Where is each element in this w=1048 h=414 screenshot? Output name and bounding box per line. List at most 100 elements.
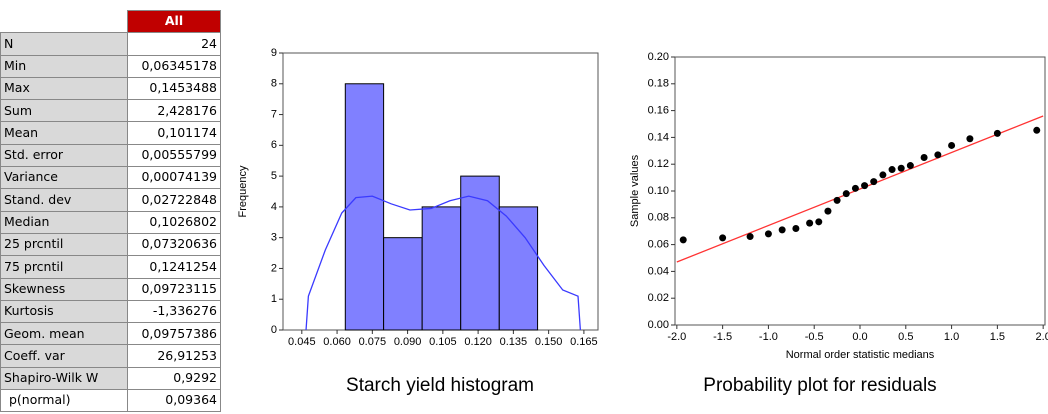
- x-tick-label: 0.105: [429, 336, 457, 348]
- x-tick-label: 0.075: [359, 336, 387, 348]
- x-tick-label: -0.5: [805, 331, 824, 343]
- point: [824, 207, 832, 215]
- x-tick-label: 0.045: [288, 336, 316, 348]
- y-tick-label: 5: [271, 170, 277, 182]
- stat-value: 0,1241254: [127, 255, 221, 279]
- stats-row: Stand. dev 0,02722848: [0, 188, 221, 212]
- x-tick-label: 0.120: [464, 336, 492, 348]
- stats-row: Geom. mean 0,09757386: [0, 322, 221, 346]
- y-axis-label: Frequency: [237, 165, 249, 217]
- point: [842, 190, 850, 198]
- point: [792, 225, 800, 233]
- chart-title: Probability plot for residuals: [703, 375, 936, 396]
- stats-row: 75 prcntil 0,1241254: [0, 255, 221, 279]
- stat-name: Max: [0, 76, 128, 101]
- density-curve: [305, 195, 582, 331]
- x-tick-label: 0.0: [852, 331, 867, 343]
- point: [815, 218, 823, 226]
- stats-row: Std. error 0,00555799: [0, 143, 221, 168]
- fit-line: [676, 115, 1044, 263]
- stat-name: N: [0, 32, 128, 56]
- stat-name: Kurtosis: [0, 299, 128, 324]
- stats-row: Shapiro-Wilk W 0,9292: [0, 366, 221, 391]
- stats-row: Median 0,1026802: [0, 210, 221, 234]
- point: [906, 162, 914, 170]
- stats-row: Variance 0,00074139: [0, 166, 221, 190]
- y-tick-label: 0.12: [648, 158, 669, 170]
- x-tick-label: -1.0: [759, 331, 778, 343]
- column-header: All: [127, 9, 221, 34]
- point: [897, 164, 905, 172]
- point: [888, 166, 896, 174]
- stat-name: Std. error: [0, 143, 128, 168]
- bar: [383, 237, 423, 331]
- point: [833, 196, 841, 204]
- stats-row: p(normal) 0,09364: [0, 389, 221, 413]
- stats-row: Sum 2,428176: [0, 99, 221, 123]
- stat-name: p(normal): [0, 389, 128, 413]
- stat-value: 0,02722848: [127, 188, 221, 212]
- stats-table: All N 24 Min 0,06345178 Max 0,1453488 Sum 2,428…: [0, 9, 221, 413]
- stat-name: Skewness: [0, 277, 128, 301]
- y-tick-label: 0.08: [648, 212, 669, 224]
- bar: [344, 83, 385, 331]
- y-tick-label: 0.04: [648, 265, 669, 277]
- stats-row: 25 prcntil 0,07320636: [0, 232, 221, 257]
- point: [879, 171, 887, 179]
- point: [920, 154, 928, 161]
- stats-row: Max 0,1453488: [0, 76, 221, 101]
- x-tick-label: 0.150: [535, 336, 563, 348]
- stat-name: 25 prcntil: [0, 232, 128, 257]
- bar: [460, 175, 500, 331]
- y-axis-label: Sample values: [629, 154, 641, 227]
- x-tick-label: -2.0: [667, 331, 686, 343]
- stats-row: Min 0,06345178: [0, 54, 221, 78]
- stat-value: 0,00555799: [127, 143, 221, 168]
- y-tick-label: 7: [271, 108, 277, 120]
- y-tick-label: 2: [271, 262, 277, 274]
- stat-name: Mean: [0, 121, 128, 145]
- stat-value: -1,336276: [127, 299, 221, 324]
- stat-name: Sum: [0, 99, 128, 123]
- x-tick-label: 0.060: [323, 336, 351, 348]
- point: [1033, 126, 1041, 134]
- stat-value: 0,09364: [127, 389, 221, 413]
- stat-name: Variance: [0, 166, 128, 190]
- stat-name: Geom. mean: [0, 322, 128, 346]
- point: [764, 230, 772, 238]
- x-tick-label: 1.5: [990, 331, 1005, 343]
- header-row: All: [1, 9, 221, 34]
- bar: [421, 206, 462, 331]
- y-tick-label: 0.16: [648, 105, 669, 117]
- y-tick-label: 0.10: [648, 185, 669, 197]
- y-tick-label: 4: [271, 201, 277, 213]
- stat-value: 0,1453488: [127, 76, 221, 101]
- y-tick-label: 0.20: [648, 51, 669, 63]
- stat-value: 0,07320636: [127, 232, 221, 257]
- x-tick-label: 0.090: [394, 336, 422, 348]
- x-tick-label: -1.5: [713, 331, 732, 343]
- plot-frame: [674, 56, 1046, 326]
- y-tick-label: 0.06: [648, 239, 669, 251]
- point: [870, 178, 878, 186]
- point: [719, 234, 727, 242]
- stat-value: 0,9292: [127, 366, 221, 391]
- chart-title: Starch yield histogram: [346, 375, 534, 396]
- stat-value: 0,09757386: [127, 322, 221, 346]
- stats-row: N 24: [0, 32, 221, 56]
- point: [948, 141, 956, 149]
- stat-name: Min: [0, 54, 128, 78]
- y-tick-label: 0.00: [648, 319, 669, 331]
- y-tick-label: 0.18: [648, 78, 669, 90]
- x-tick-label: 0.135: [500, 336, 528, 348]
- y-tick-label: 0: [271, 324, 277, 336]
- point: [679, 236, 687, 244]
- stats-row: Kurtosis -1,336276: [0, 299, 221, 324]
- x-tick-label: 2.0: [1036, 331, 1048, 343]
- y-tick-label: 3: [271, 232, 277, 244]
- x-tick-label: 0.165: [570, 336, 598, 348]
- y-tick-label: 1: [271, 293, 277, 305]
- stat-value: 26,91253: [127, 344, 221, 368]
